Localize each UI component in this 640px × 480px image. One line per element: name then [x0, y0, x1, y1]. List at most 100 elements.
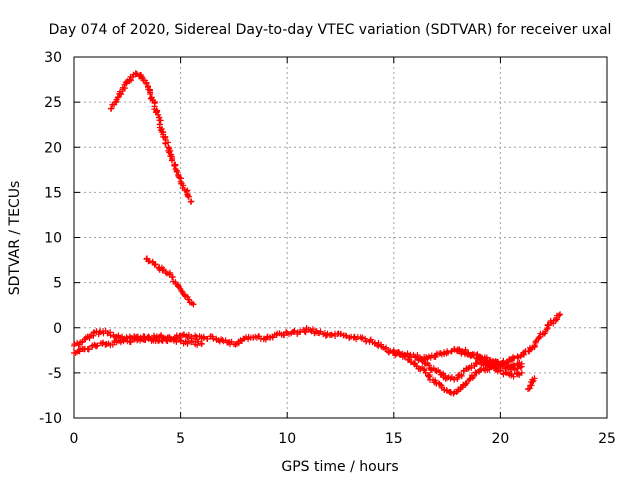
data-point-marker [178, 287, 185, 294]
data-point-marker [478, 354, 485, 361]
data-point-marker [198, 340, 205, 347]
data-point-marker [291, 327, 298, 334]
data-point-marker [146, 334, 153, 341]
y-tick-label: 10 [44, 231, 62, 247]
data-point-marker [159, 267, 166, 274]
data-point-marker [177, 337, 184, 344]
x-tick-label: 25 [598, 431, 616, 447]
data-point-marker [468, 364, 475, 371]
data-point-marker [192, 332, 199, 339]
data-point-marker [152, 261, 159, 268]
series-pass-f [412, 353, 525, 383]
x-tick-label: 0 [70, 431, 79, 447]
series-pass-g [454, 347, 525, 370]
data-point-marker [552, 317, 559, 324]
y-tick-label: 30 [44, 50, 62, 66]
data-point-marker [555, 312, 562, 319]
data-point-marker [172, 335, 179, 342]
data-point-marker [420, 366, 427, 373]
data-point-marker [383, 344, 390, 351]
data-point-marker [387, 348, 394, 355]
data-point-marker [281, 332, 288, 339]
data-point-marker [531, 375, 538, 382]
data-point-marker [468, 352, 475, 359]
x-tick-label: 10 [278, 431, 296, 447]
data-point-marker [462, 381, 469, 388]
data-point-marker [342, 332, 349, 339]
series-pass-d [71, 334, 205, 357]
series-pass-h [525, 375, 538, 393]
data-point-marker [185, 193, 192, 200]
data-point-marker [190, 301, 197, 308]
grid-lines [74, 57, 607, 418]
data-point-marker [309, 326, 316, 333]
series-pass-a [107, 70, 195, 205]
y-tick-label: -5 [48, 366, 62, 382]
data-point-marker [107, 105, 114, 112]
y-tick-label: 0 [53, 321, 62, 337]
data-point-marker [536, 333, 543, 340]
x-tick-label: 5 [176, 431, 185, 447]
x-tick-label: 20 [491, 431, 509, 447]
data-point-marker [96, 329, 103, 336]
y-tick-label: 20 [44, 140, 62, 156]
data-point-marker [90, 332, 97, 339]
data-point-marker [425, 373, 432, 380]
data-point-marker [471, 373, 478, 380]
data-point-marker [412, 353, 419, 360]
data-point-marker [328, 331, 335, 338]
x-axis-label: GPS time / hours [281, 459, 398, 475]
data-series [71, 70, 564, 397]
data-point-marker [466, 376, 473, 383]
data-point-marker [526, 385, 533, 392]
data-point-marker [408, 359, 415, 366]
data-point-marker [94, 342, 101, 349]
data-point-marker [543, 326, 550, 333]
data-point-marker [184, 340, 191, 347]
data-point-marker [157, 117, 164, 124]
y-tick-label: 15 [44, 185, 62, 201]
data-point-marker [508, 357, 515, 364]
data-point-marker [127, 337, 134, 344]
data-point-marker [557, 311, 564, 318]
data-point-marker [144, 255, 151, 262]
data-point-marker [114, 94, 121, 101]
data-point-marker [497, 367, 504, 374]
data-point-marker [382, 345, 389, 352]
data-point-marker [469, 351, 476, 358]
data-point-marker [532, 338, 539, 345]
y-tick-label: -10 [39, 411, 62, 427]
data-point-marker [200, 333, 207, 340]
data-point-marker [444, 349, 451, 356]
y-tick-label: 25 [44, 95, 62, 111]
data-point-marker [180, 182, 187, 189]
data-point-marker [518, 369, 525, 376]
data-point-marker [422, 369, 429, 376]
data-point-marker [458, 371, 465, 378]
data-point-marker [185, 192, 192, 199]
data-point-marker [301, 328, 308, 335]
data-point-marker [517, 364, 524, 371]
data-point-marker [85, 345, 92, 352]
data-point-marker [147, 90, 154, 97]
data-point-marker [528, 382, 535, 389]
data-point-marker [535, 334, 542, 341]
axes: 0 5 10 15 20 25 -10 -5 0 5 10 15 20 25 30 [39, 50, 616, 447]
data-point-marker [186, 296, 193, 303]
y-axis-label: SDTVAR / TECUs [7, 181, 23, 296]
data-point-marker [544, 321, 551, 328]
data-point-marker [174, 168, 181, 175]
chart-title: Day 074 of 2020, Sidereal Day-to-day VTE… [49, 22, 612, 38]
data-point-marker [518, 360, 525, 367]
data-point-marker [401, 353, 408, 360]
data-point-marker [93, 343, 100, 350]
data-point-marker [410, 360, 417, 367]
data-point-marker [193, 333, 200, 340]
x-tick-label: 15 [385, 431, 403, 447]
series-pass-b [143, 255, 197, 308]
data-point-marker [188, 198, 195, 205]
data-point-marker [450, 390, 457, 397]
data-point-marker [402, 352, 409, 359]
